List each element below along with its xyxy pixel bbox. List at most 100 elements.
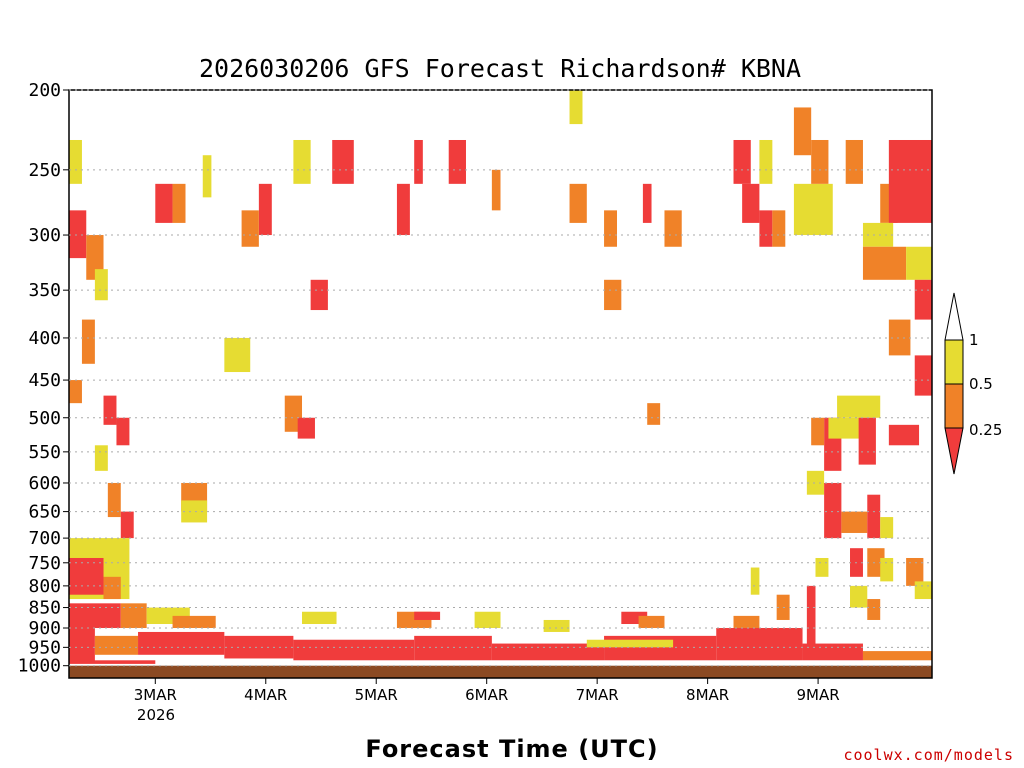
x-tick-label-6MAR: 6MAR <box>465 686 508 704</box>
ri-cell-0_5_to_1 <box>181 500 208 523</box>
ri-cell-0_5_to_1 <box>750 567 760 595</box>
ri-cell-lt_0_25 <box>604 635 717 661</box>
x-tick-label-5MAR: 5MAR <box>355 686 398 704</box>
ri-cell-lt_0_25 <box>888 139 932 223</box>
y-tick-label-600: 600 <box>28 473 61 494</box>
ri-cell-0_25_to_0_5 <box>120 603 147 629</box>
ri-cell-0_25_to_0_5 <box>867 599 881 620</box>
ri-cell-lt_0_25 <box>858 417 876 465</box>
ri-cell-lt_0_25 <box>297 417 315 439</box>
ri-cell-0_5_to_1 <box>293 139 311 184</box>
ri-cell-0_5_to_1 <box>906 246 932 280</box>
ground-layer <box>69 665 932 678</box>
ri-cell-0_25_to_0_5 <box>793 107 812 156</box>
y-tick-label-850: 850 <box>28 598 61 619</box>
ri-cell-0_5_to_1 <box>850 585 868 608</box>
y-tick-label-750: 750 <box>28 553 61 574</box>
credit-text: coolwx.com/models <box>843 746 1014 764</box>
y-tick-label-1000: 1000 <box>18 656 61 677</box>
ri-cell-lt_0_25 <box>120 511 134 539</box>
ri-cell-0_25_to_0_5 <box>772 210 786 247</box>
ri-cell-lt_0_25 <box>806 585 816 652</box>
y-tick-label-400: 400 <box>28 328 61 349</box>
ri-cell-0_5_to_1 <box>914 581 932 600</box>
ri-cell-0_25_to_0_5 <box>841 511 868 533</box>
ri-cell-0_25_to_0_5 <box>845 139 863 184</box>
x-axis: 3MAR 4MAR 5MAR 6MAR 7MAR 8MAR 9MAR <box>134 678 840 704</box>
ri-cell-0_25_to_0_5 <box>69 380 82 404</box>
ri-cell-0_25_to_0_5 <box>172 615 216 629</box>
y-tick-label-900: 900 <box>28 618 61 639</box>
y-tick-label-650: 650 <box>28 502 61 523</box>
ri-cell-0_5_to_1 <box>474 611 501 629</box>
ri-cell-0_25_to_0_5 <box>604 210 618 247</box>
ri-cell-0_5_to_1 <box>880 557 894 582</box>
ri-cell-0_5_to_1 <box>569 90 583 125</box>
ri-cell-0_25_to_0_5 <box>172 183 186 223</box>
ri-cell-lt_0_25 <box>914 355 932 396</box>
ri-cell-0_5_to_1 <box>202 155 212 198</box>
y-tick-label-250: 250 <box>28 160 61 181</box>
ri-cell-0_5_to_1 <box>69 139 82 184</box>
ri-cell-lt_0_25 <box>867 494 881 539</box>
ri-cell-lt_0_25 <box>69 557 104 595</box>
legend-arrow-low <box>944 427 964 475</box>
ri-cell-0_25_to_0_5 <box>811 417 825 446</box>
ri-cell-0_5_to_1 <box>543 619 570 632</box>
ri-cell-lt_0_25 <box>914 279 932 320</box>
ri-cell-lt_0_25 <box>742 183 760 223</box>
ri-cell-0_5_to_1 <box>806 470 825 495</box>
ri-cell-lt_0_25 <box>310 279 328 311</box>
ri-cell-lt_0_25 <box>332 139 354 184</box>
plot-frame <box>68 89 933 679</box>
ri-cell-lt_0_25 <box>396 183 410 236</box>
ri-cell-lt_0_25 <box>642 183 652 223</box>
ri-cell-lt_0_25 <box>802 643 863 661</box>
legend-label-0.5: 0.5 <box>969 375 993 393</box>
ri-cell-0_5_to_1 <box>837 395 881 418</box>
ri-cell-0_5_to_1 <box>815 557 829 577</box>
ri-cell-lt_0_25 <box>138 631 225 655</box>
ri-cell-0_5_to_1 <box>94 445 108 471</box>
ri-cell-lt_0_25 <box>69 210 87 259</box>
ri-cell-lt_0_25 <box>69 603 121 629</box>
ri-cell-0_25_to_0_5 <box>862 651 932 661</box>
y-axis: 200 250 300 350 400 450 500 550 600 650 700 7508008… <box>18 80 932 677</box>
x-tick-label-7MAR: 7MAR <box>576 686 619 704</box>
y-tick-label-300: 300 <box>28 225 61 246</box>
ri-cell-lt_0_25 <box>69 628 95 663</box>
ri-cell-lt_0_25 <box>155 183 173 223</box>
ri-cell-0_25_to_0_5 <box>664 210 682 247</box>
ri-cell-0_25_to_0_5 <box>604 279 622 311</box>
ri-cell-0_25_to_0_5 <box>906 557 924 586</box>
ri-cell-lt_0_25 <box>69 660 156 664</box>
x-tick-label-4MAR: 4MAR <box>244 686 287 704</box>
ri-cell-0_5_to_1 <box>862 222 894 247</box>
ri-cell-0_25_to_0_5 <box>569 183 587 223</box>
ri-cell-lt_0_25 <box>103 395 117 425</box>
legend-arrow-high <box>944 292 964 341</box>
ri-cell-0_25_to_0_5 <box>94 635 139 655</box>
ri-cell-lt_0_25 <box>716 628 803 661</box>
ri-cell-0_25_to_0_5 <box>107 482 121 518</box>
y-tick-label-700: 700 <box>28 528 61 549</box>
y-tick-label-500: 500 <box>28 408 61 429</box>
ri-cell-lt_0_25 <box>414 611 441 620</box>
ri-cell-0_25_to_0_5 <box>733 615 760 629</box>
legend-swatch-0_5_to_1 <box>944 339 964 385</box>
y-tick-label-350: 350 <box>28 280 61 301</box>
ri-cell-0_5_to_1 <box>828 417 863 439</box>
ri-cell-0_25_to_0_5 <box>491 169 501 211</box>
ri-cell-0_5_to_1 <box>759 139 773 184</box>
ri-cell-lt_0_25 <box>414 139 423 184</box>
ri-cell-0_25_to_0_5 <box>86 235 104 280</box>
ri-cell-lt_0_25 <box>448 139 466 184</box>
x-year-label: 2026 <box>137 706 175 724</box>
ri-cell-lt_0_25 <box>258 183 272 236</box>
ri-cell-lt_0_25 <box>759 210 773 247</box>
ri-cell-lt_0_25 <box>888 424 920 446</box>
plot-area <box>68 89 933 679</box>
legend-label-0.25: 0.25 <box>969 421 1002 439</box>
ri-cell-0_5_to_1 <box>880 517 894 539</box>
